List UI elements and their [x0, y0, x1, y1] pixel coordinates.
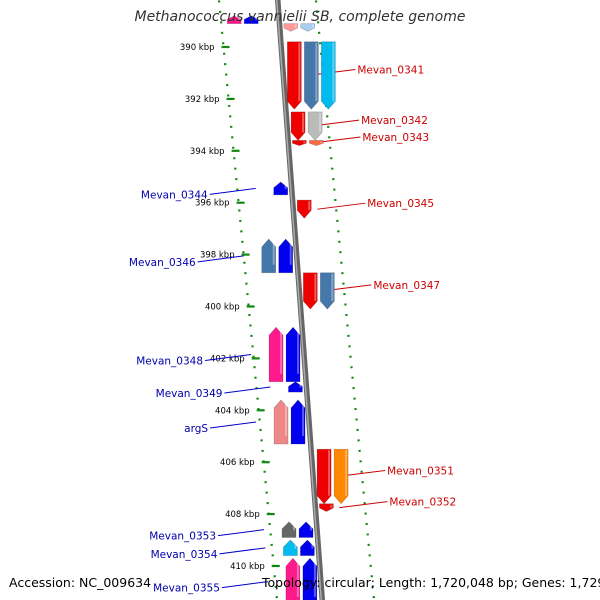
gene-arrow	[288, 381, 303, 393]
gene-arrow	[321, 41, 336, 110]
gene-arrow	[296, 199, 312, 219]
gene-label: Mevan_0344	[141, 189, 208, 201]
gene-label: Mevan_0342	[361, 115, 428, 127]
gene-leader-line	[209, 187, 256, 195]
gene-arrow	[290, 111, 306, 141]
gene-arrow	[273, 399, 289, 445]
gene-arrow	[298, 521, 314, 538]
gene-arrow	[304, 41, 319, 110]
gene-leader-line	[219, 547, 266, 555]
gene-arrow	[307, 111, 323, 141]
gene-label: Mevan_0352	[389, 497, 456, 509]
gene-arrow	[292, 140, 307, 146]
gene-arrow	[283, 539, 298, 556]
gene-arrow	[319, 503, 334, 512]
gene-leader-line	[224, 386, 271, 394]
gene-label: Mevan_0347	[373, 280, 440, 292]
gene-arrow	[268, 326, 284, 383]
gene-label: argS	[184, 423, 208, 435]
ruler-tick-label: 390 kbp	[180, 43, 215, 53]
gene-arrow	[302, 557, 318, 600]
gene-label: Mevan_0343	[362, 132, 429, 144]
gene-arrow	[300, 539, 315, 556]
gene-leader-line	[317, 202, 366, 210]
gene-arrow	[287, 41, 302, 110]
gene-arrow	[281, 521, 297, 538]
ruler-tick-label: 402 kbp	[210, 354, 245, 364]
ruler-tick-label: 394 kbp	[190, 147, 225, 157]
gene-leader-line	[221, 581, 268, 589]
ruler-tick-label: 406 kbp	[220, 458, 255, 468]
gene-label: Mevan_0346	[129, 257, 196, 269]
gene-label: Mevan_0353	[149, 531, 216, 543]
gene-label: Mevan_0349	[156, 388, 223, 400]
gene-arrow	[316, 448, 332, 505]
map-title: Methanococcus vannielii SB, complete gen…	[134, 9, 466, 25]
ruler-tick-label: 396 kbp	[195, 199, 230, 209]
genome-backbone	[274, 0, 326, 600]
ruler-tick-label: 404 kbp	[215, 406, 250, 416]
gene-arrow	[320, 272, 335, 310]
gene-arrow	[278, 238, 294, 274]
gene-arrow	[226, 15, 242, 24]
ruler-tick-label: 400 kbp	[205, 303, 240, 313]
ruler-tick-label: 392 kbp	[185, 95, 220, 105]
gene-leader-line	[217, 529, 265, 537]
gene-leader-line	[209, 421, 257, 429]
genome-backbone-highlight	[275, 0, 323, 600]
gene-arrow	[333, 448, 349, 505]
genome-summary-text: Topology: circular; Length: 1,720,048 bp…	[262, 575, 600, 590]
accession-text: Accession: NC_009634	[9, 575, 152, 590]
gene-label: Mevan_0355	[153, 583, 220, 595]
gene-arrow	[303, 272, 318, 310]
gene-label: Mevan_0348	[136, 356, 203, 368]
gene-arrow	[273, 181, 289, 196]
gene-label: Mevan_0341	[357, 65, 424, 77]
gene-label: Mevan_0351	[387, 465, 454, 477]
gene-leader-line	[339, 501, 388, 509]
gene-arrow	[290, 399, 306, 445]
gene-arrow	[285, 326, 301, 383]
ruler-tick-label: 410 kbp	[230, 562, 265, 572]
ruler-tick-label: 408 kbp	[225, 510, 260, 520]
gene-arrow	[309, 140, 324, 146]
gene-arrow	[300, 23, 316, 32]
gene-arrow	[283, 23, 299, 32]
gene-leader-line	[197, 255, 244, 263]
gene-label: Mevan_0354	[151, 549, 218, 561]
gene-leader-line	[204, 354, 252, 362]
gene-label: Mevan_0345	[367, 198, 434, 210]
gene-arrow	[261, 238, 277, 274]
ruler-tick-label: 398 kbp	[200, 251, 235, 261]
gene-arrow	[285, 557, 301, 600]
gene-arrow	[243, 15, 259, 24]
